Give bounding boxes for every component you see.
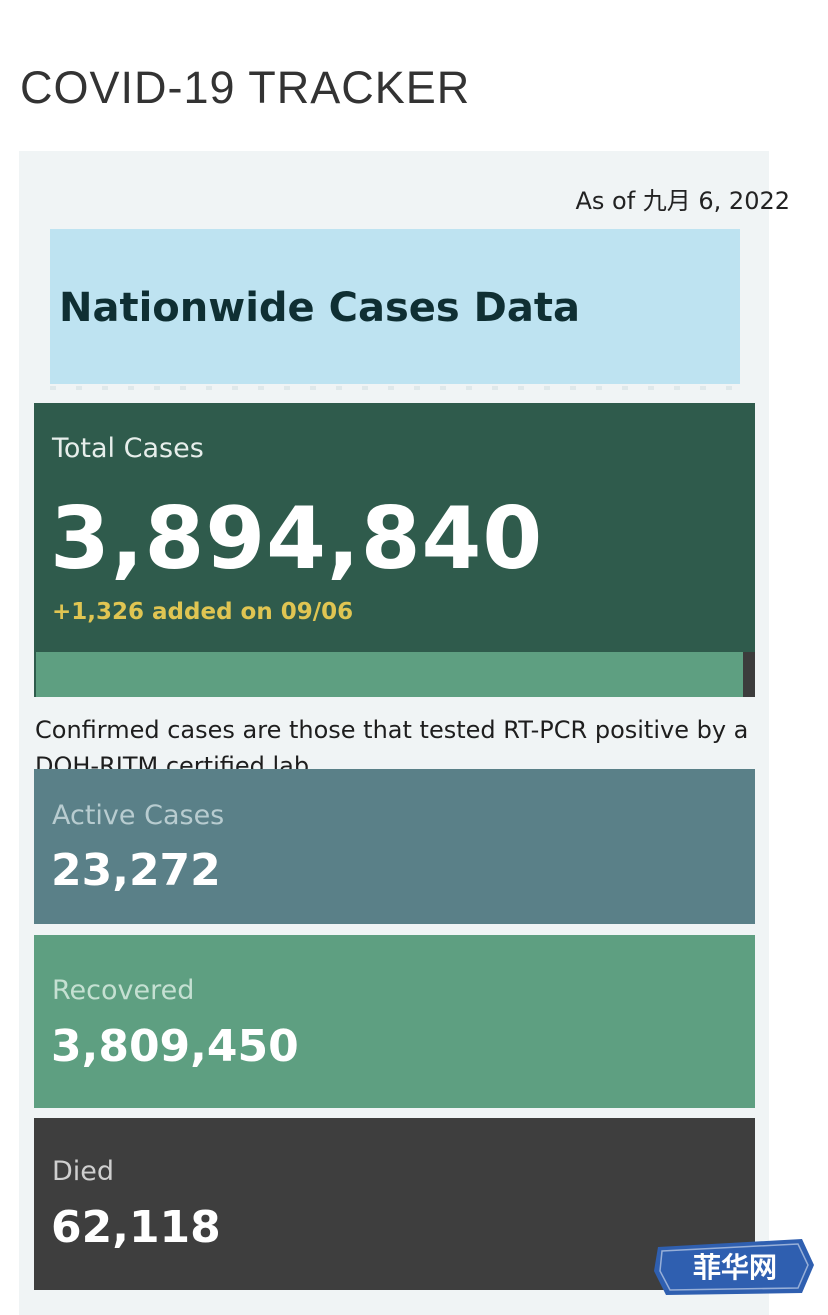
active-cases-label: Active Cases — [52, 800, 225, 831]
recovered-label: Recovered — [52, 975, 195, 1006]
active-cases-card[interactable]: Active Cases 23,272 — [34, 769, 755, 924]
total-cases-card[interactable]: Total Cases 3,894,840 +1,326 added on 09… — [34, 403, 755, 652]
trend-strip — [36, 652, 743, 697]
watermark-logo: 菲华网 — [654, 1239, 814, 1295]
total-cases-label: Total Cases — [52, 433, 204, 464]
dotted-divider — [50, 386, 740, 390]
strip-scrollbar[interactable] — [743, 652, 755, 697]
total-cases-added: +1,326 added on 09/06 — [52, 599, 354, 625]
died-value: 62,118 — [51, 1202, 221, 1253]
recovered-value: 3,809,450 — [51, 1021, 299, 1072]
headline-title: Nationwide Cases Data — [59, 285, 580, 331]
confirmed-cases-note: Confirmed cases are those that tested RT… — [35, 716, 749, 770]
page-title: COVID-19 TRACKER — [20, 62, 471, 114]
headline-banner: Nationwide Cases Data — [50, 229, 740, 384]
strip-edge — [34, 652, 36, 697]
watermark-text: 菲华网 — [693, 1251, 777, 1284]
as-of-date: As of 九月 6, 2022 — [575, 187, 790, 215]
active-cases-value: 23,272 — [51, 845, 221, 896]
died-card[interactable]: Died 62,118 — [34, 1118, 755, 1290]
died-label: Died — [52, 1156, 115, 1187]
total-cases-value: 3,894,840 — [50, 489, 544, 589]
recovered-card[interactable]: Recovered 3,809,450 — [34, 935, 755, 1108]
